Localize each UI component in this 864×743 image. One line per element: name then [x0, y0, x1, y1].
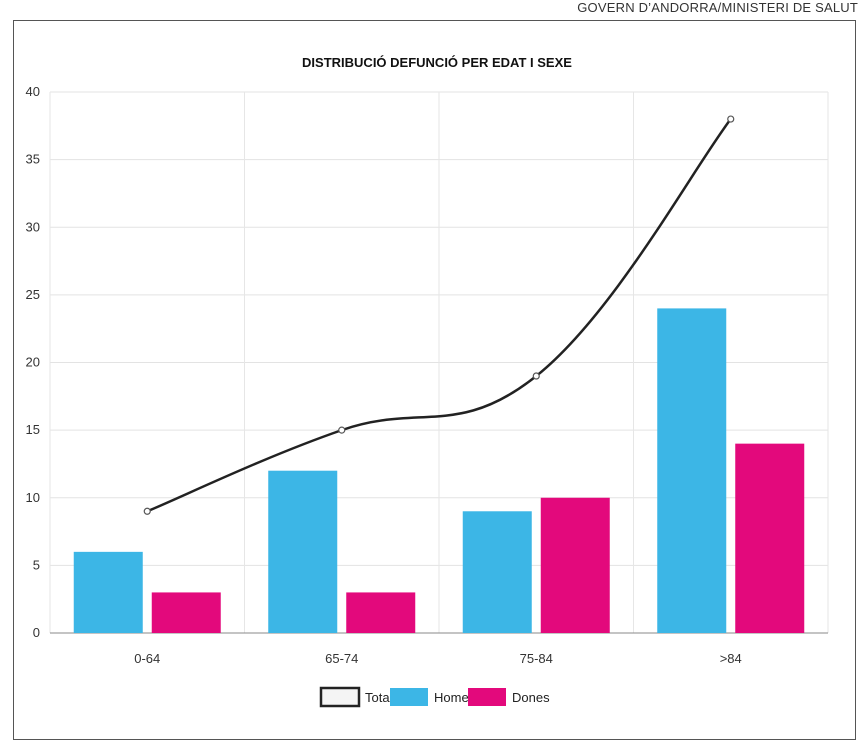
legend-swatch-total [319, 686, 361, 708]
x-tick-label: 0-64 [134, 651, 160, 666]
y-tick-label: 0 [33, 625, 40, 640]
total-point-1 [338, 426, 346, 434]
y-tick-label: 15 [26, 422, 40, 437]
y-tick-label: 35 [26, 152, 40, 167]
bar-dones-1 [346, 592, 416, 633]
y-tick-label: 10 [26, 490, 40, 505]
source-credit: GOVERN D’ANDORRA/MINISTERI DE SALUT [577, 0, 858, 15]
y-tick-label: 5 [33, 557, 40, 572]
legend-label-dones: Dones [512, 690, 550, 705]
bar-dones-2 [540, 497, 610, 633]
total-point-0 [143, 507, 151, 515]
legend: Total Homes Dones [319, 686, 550, 708]
bar-dones-0 [151, 592, 221, 633]
total-line-path [146, 118, 732, 513]
total-line [143, 115, 735, 515]
y-tick-label: 30 [26, 219, 40, 234]
x-tick-label: 65-74 [325, 651, 358, 666]
grid [49, 91, 829, 634]
bars [73, 308, 805, 633]
bar-dones-3 [735, 443, 805, 633]
bar-homes-1 [268, 470, 338, 633]
y-axis-ticks: 0 5 10 15 20 25 30 35 40 [26, 84, 40, 640]
x-axis-ticks: 0-64 65-74 75-84 >84 [134, 651, 742, 666]
y-tick-label: 25 [26, 287, 40, 302]
bar-homes-0 [73, 551, 143, 633]
y-tick-label: 20 [26, 355, 40, 370]
bar-homes-2 [462, 511, 532, 633]
chart-title: DISTRIBUCIÓ DEFUNCIÓ PER EDAT I SEXE [302, 55, 572, 70]
x-tick-label: 75-84 [520, 651, 553, 666]
legend-label-homes: Homes [434, 690, 476, 705]
legend-swatch-homes [390, 688, 428, 706]
total-point-3 [727, 115, 735, 123]
y-tick-label: 40 [26, 84, 40, 99]
legend-label-total: Total [365, 690, 393, 705]
x-tick-label: >84 [720, 651, 742, 666]
bar-homes-3 [657, 308, 727, 633]
total-point-2 [532, 372, 540, 380]
legend-swatch-dones [468, 688, 506, 706]
